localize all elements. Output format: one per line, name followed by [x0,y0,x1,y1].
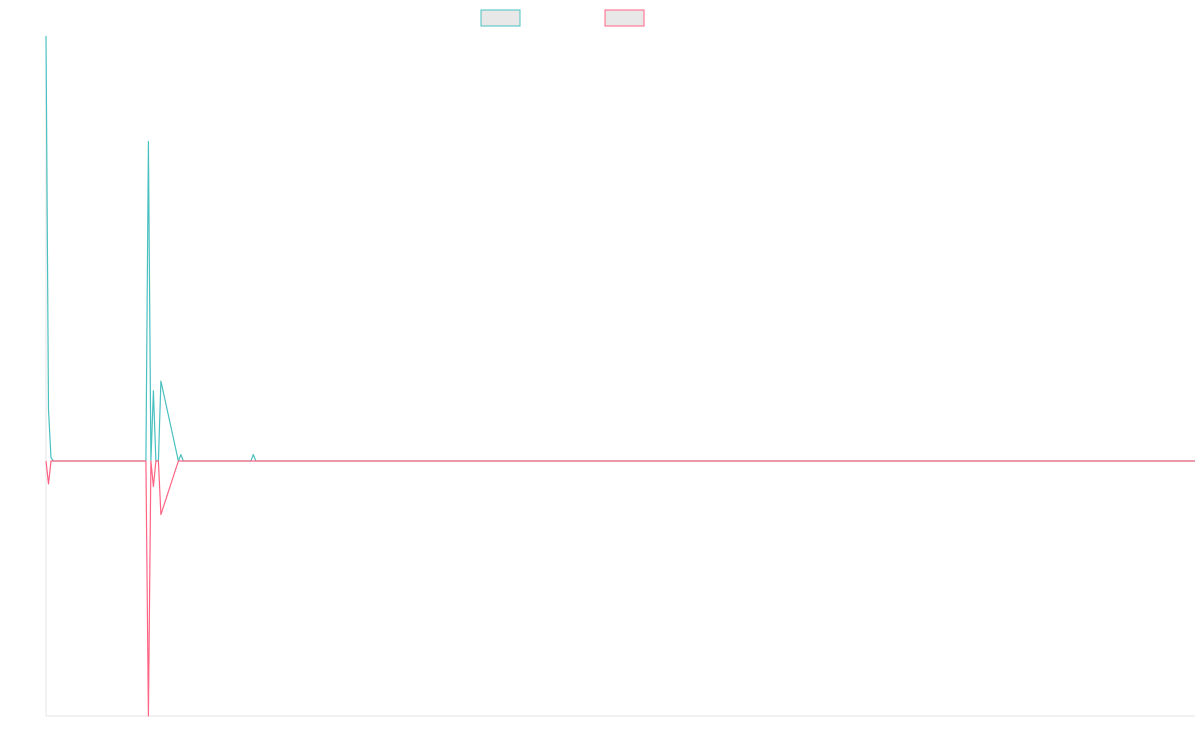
plot-area [45,35,1195,717]
series-line-2 [45,460,1195,717]
legend-item-2[interactable] [604,9,645,27]
legend-swatch-1 [480,9,521,27]
series-line-1 [45,35,1195,462]
legend-item-1[interactable] [480,9,521,27]
axes [45,36,1195,717]
legend-swatch-2 [604,9,645,27]
legend[interactable] [480,9,645,27]
